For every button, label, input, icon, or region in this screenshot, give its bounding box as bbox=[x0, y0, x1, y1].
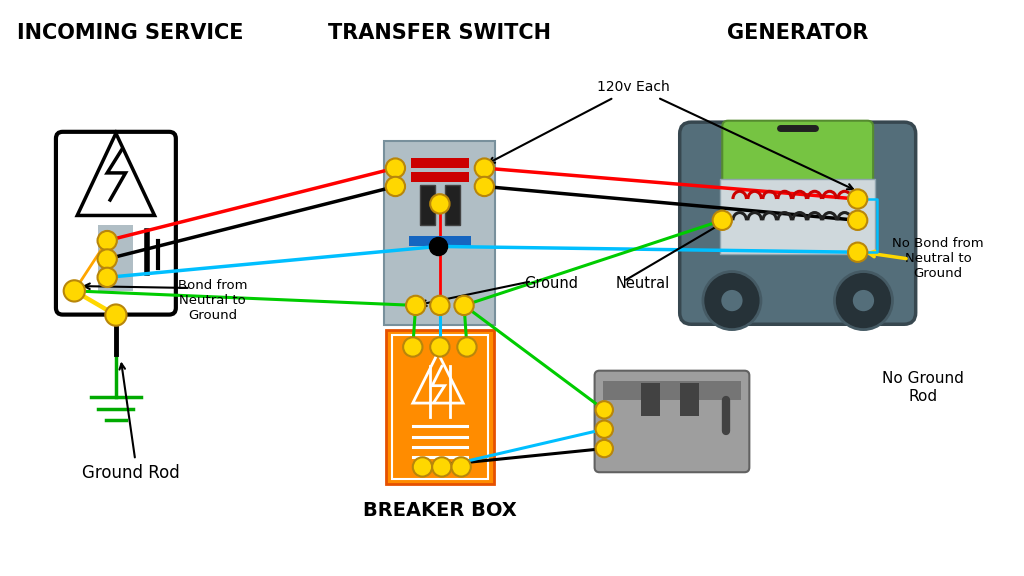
Circle shape bbox=[848, 211, 867, 230]
Bar bbox=[411, 172, 469, 182]
Text: INCOMING SERVICE: INCOMING SERVICE bbox=[17, 24, 244, 43]
Circle shape bbox=[848, 190, 867, 209]
Bar bbox=[386, 329, 494, 484]
Bar bbox=[680, 383, 699, 416]
Bar bbox=[641, 383, 660, 416]
Bar bbox=[98, 225, 133, 291]
FancyBboxPatch shape bbox=[680, 122, 915, 324]
Bar bbox=[720, 179, 876, 254]
Circle shape bbox=[105, 305, 127, 325]
Circle shape bbox=[848, 242, 867, 262]
Circle shape bbox=[475, 158, 494, 178]
Bar bbox=[420, 184, 435, 225]
Bar bbox=[603, 381, 740, 400]
Circle shape bbox=[475, 177, 494, 196]
Text: No Ground
Rod: No Ground Rod bbox=[883, 372, 965, 404]
Circle shape bbox=[452, 457, 471, 476]
Circle shape bbox=[403, 338, 423, 357]
Circle shape bbox=[63, 281, 85, 302]
Bar bbox=[444, 184, 460, 225]
Circle shape bbox=[713, 211, 732, 230]
Text: Ground: Ground bbox=[524, 276, 579, 291]
Circle shape bbox=[432, 457, 452, 476]
Circle shape bbox=[386, 177, 406, 196]
Text: No Bond from
Neutral to
Ground: No Bond from Neutral to Ground bbox=[892, 237, 984, 281]
Circle shape bbox=[97, 231, 117, 251]
Circle shape bbox=[596, 440, 613, 457]
Circle shape bbox=[97, 249, 117, 268]
Circle shape bbox=[430, 194, 450, 214]
Circle shape bbox=[407, 295, 425, 315]
Circle shape bbox=[455, 295, 474, 315]
Circle shape bbox=[702, 271, 761, 329]
Circle shape bbox=[853, 290, 874, 311]
Bar bbox=[384, 141, 496, 325]
Text: Ground Rod: Ground Rod bbox=[82, 464, 179, 482]
Text: Bond from
Neutral to
Ground: Bond from Neutral to Ground bbox=[178, 279, 248, 322]
Circle shape bbox=[835, 271, 893, 329]
Circle shape bbox=[430, 338, 450, 357]
Circle shape bbox=[596, 420, 613, 438]
Circle shape bbox=[430, 295, 450, 315]
Text: TRANSFER SWITCH: TRANSFER SWITCH bbox=[329, 24, 551, 43]
Text: Neutral: Neutral bbox=[615, 276, 670, 291]
Circle shape bbox=[386, 158, 406, 178]
Circle shape bbox=[721, 290, 742, 311]
Text: GENERATOR: GENERATOR bbox=[727, 24, 868, 43]
Circle shape bbox=[97, 268, 117, 287]
Bar bbox=[409, 236, 471, 247]
Circle shape bbox=[596, 401, 613, 419]
Bar bbox=[411, 158, 469, 168]
Text: BREAKER BOX: BREAKER BOX bbox=[362, 501, 517, 520]
Circle shape bbox=[458, 338, 476, 357]
FancyBboxPatch shape bbox=[56, 132, 176, 314]
Text: 120v Each: 120v Each bbox=[597, 79, 670, 94]
FancyBboxPatch shape bbox=[595, 371, 750, 472]
Bar bbox=[391, 335, 488, 479]
Circle shape bbox=[413, 457, 432, 476]
FancyBboxPatch shape bbox=[722, 121, 873, 188]
